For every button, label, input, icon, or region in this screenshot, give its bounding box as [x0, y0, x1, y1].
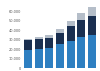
Bar [77, 20, 85, 37]
Bar [67, 41, 74, 68]
Bar [77, 13, 85, 20]
Bar [67, 21, 74, 26]
Bar [56, 33, 64, 44]
Bar [46, 48, 53, 68]
Bar [56, 29, 64, 33]
Bar [77, 37, 85, 68]
Bar [56, 44, 64, 68]
Bar [88, 35, 96, 68]
Bar [46, 35, 53, 38]
Bar [35, 49, 43, 68]
Bar [35, 37, 43, 39]
Bar [24, 50, 32, 68]
Bar [24, 39, 32, 40]
Bar [67, 26, 74, 41]
Bar [35, 39, 43, 49]
Bar [24, 40, 32, 50]
Bar [46, 38, 53, 48]
Bar [88, 16, 96, 35]
Bar [88, 7, 96, 16]
